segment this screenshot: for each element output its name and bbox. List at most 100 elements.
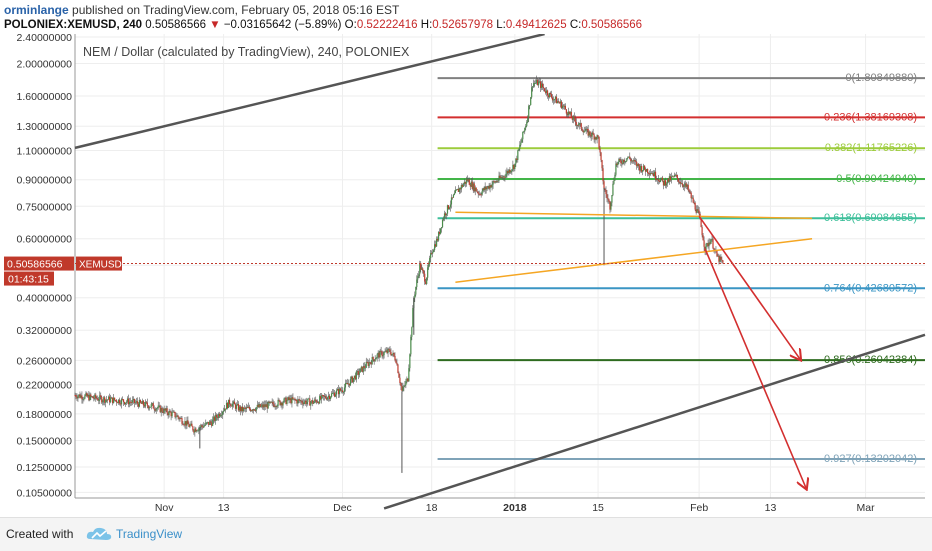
candle-body: [176, 415, 178, 417]
candle-body: [235, 404, 238, 409]
candle-body: [583, 130, 585, 133]
candle-body: [700, 218, 702, 228]
candle-body: [343, 387, 346, 392]
candle-body: [511, 169, 513, 171]
candle-body: [547, 95, 550, 98]
candle-body: [408, 368, 410, 382]
y-tick-label: 0.22000000: [17, 380, 73, 392]
candle-body: [652, 173, 655, 177]
candle-body: [521, 139, 523, 143]
candle-body: [396, 362, 398, 365]
candle-body: [566, 113, 568, 116]
candle-body: [580, 123, 582, 129]
candle-body: [319, 396, 321, 404]
candle-body: [490, 185, 492, 188]
candle-body: [262, 404, 264, 408]
candle-body: [155, 408, 157, 411]
candle-body: [140, 402, 142, 404]
candle-body: [618, 159, 620, 162]
candle-body: [476, 191, 478, 193]
candle-body: [379, 350, 381, 358]
candle-body: [210, 421, 212, 423]
candle-body: [257, 404, 259, 408]
candle-body: [168, 411, 170, 416]
candle-body: [613, 180, 615, 184]
candle-body: [534, 82, 536, 84]
candle-body: [138, 400, 140, 407]
candle-body: [99, 395, 101, 401]
candle-body: [405, 381, 407, 386]
candle-body: [565, 109, 567, 114]
candle-body: [376, 354, 378, 359]
candle-body: [94, 394, 96, 399]
author-name[interactable]: orminlange: [4, 3, 69, 17]
candle-body: [255, 407, 257, 411]
candle-body: [620, 160, 622, 164]
fib-level-label: 0.856(0.26042384): [824, 354, 917, 366]
candle-body: [451, 197, 454, 199]
candle-body: [674, 174, 676, 176]
candle-body: [254, 410, 256, 411]
candle-body: [129, 401, 132, 403]
candle-body: [483, 188, 485, 191]
candle-body: [692, 197, 694, 203]
candle-body: [598, 136, 600, 149]
candle-body: [173, 411, 175, 413]
candle-body: [226, 402, 229, 409]
candle-body: [655, 178, 658, 180]
price-chart[interactable]: 2.40000000 2.00000000 1.60000000 1.30000000…: [0, 34, 932, 517]
candle-body: [608, 199, 610, 202]
y-tick-label: 0.15000000: [17, 435, 73, 447]
y-tick-label: 0.75000000: [17, 201, 73, 213]
candle-body: [448, 207, 451, 210]
candle-body: [243, 407, 246, 409]
candle-body: [169, 411, 171, 413]
candle-body: [349, 379, 352, 386]
candle-body: [561, 105, 564, 109]
candle-body: [399, 377, 401, 384]
candle-body: [251, 410, 253, 411]
candle-body: [84, 395, 86, 399]
candle-body: [305, 400, 307, 405]
candle-body: [433, 250, 435, 253]
candle-body: [537, 79, 539, 86]
candle-body: [501, 177, 503, 178]
candle-body: [96, 398, 98, 399]
candle-body: [370, 362, 372, 365]
candle-body: [74, 394, 76, 396]
candle-body: [174, 411, 176, 418]
candle-body: [297, 399, 299, 404]
candle-body: [509, 169, 511, 173]
candle-body: [247, 406, 249, 408]
candle-body: [412, 308, 414, 328]
candle-body: [517, 150, 519, 160]
candle-body: [212, 419, 214, 426]
candle-body: [230, 405, 233, 407]
candle-body: [462, 184, 464, 187]
tradingview-brand[interactable]: TradingView: [116, 527, 183, 541]
candle-body: [601, 160, 603, 169]
candle-body: [317, 402, 319, 403]
candle-body: [200, 425, 202, 428]
candle-body: [709, 242, 711, 244]
candle-body: [479, 193, 481, 195]
candle-body: [352, 377, 354, 383]
candle-body: [520, 142, 522, 145]
candle-body: [323, 395, 325, 397]
candle-body: [644, 165, 646, 170]
candle-body: [152, 403, 154, 409]
candle-body: [188, 424, 190, 427]
candle-body: [403, 385, 405, 387]
candle-body: [306, 401, 308, 405]
candle-body: [203, 425, 205, 428]
candle-body: [531, 87, 533, 98]
trendline-channel-upper: [74, 34, 545, 150]
candle-body: [642, 170, 644, 172]
x-tick-label: 13: [218, 502, 230, 514]
candle-body: [125, 401, 128, 403]
candle-body: [687, 184, 689, 191]
candle-body: [231, 403, 234, 407]
candle-body: [402, 386, 404, 391]
candle-body: [401, 386, 403, 391]
candle-body: [172, 411, 174, 413]
